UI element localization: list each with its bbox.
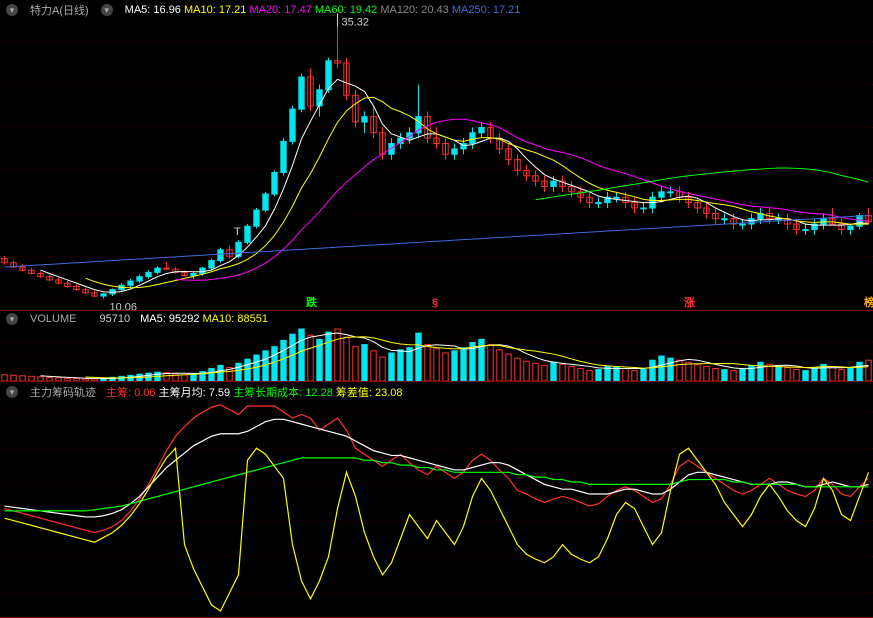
price-chart-svg[interactable]: 35.32 10.06 T 跌 § 涨 榜 [0,0,873,310]
stock-title: 特力A(日线) [30,2,89,18]
indicator-series-label: 主筹长期成本: 12.28 [233,387,333,399]
chevron-down-icon[interactable]: ▾ [101,4,113,16]
vol-ma-label: MA10: 88551 [203,313,268,325]
price-chart-panel[interactable]: ▾ 特力A(日线) ▾ MA5: 16.96 MA10: 17.21 MA20:… [0,0,873,311]
ma-label: MA120: 20.43 [380,4,449,16]
svg-text:T: T [234,226,241,238]
chevron-down-icon[interactable]: ▾ [6,386,18,398]
svg-text:§: § [432,297,438,309]
ma-label: MA5: 16.96 [125,4,181,16]
volume-panel[interactable]: ▾ VOLUME: 95710 MA5: 95292 MA10: 88551 [0,311,873,382]
ma-label: MA20: 17.47 [249,4,311,16]
price-header: ▾ 特力A(日线) ▾ MA5: 16.96 MA10: 17.21 MA20:… [4,2,520,18]
ma-label: MA60: 19.42 [315,4,377,16]
volume-header: ▾ VOLUME: 95710 MA5: 95292 MA10: 88551 [4,313,268,325]
svg-text:榜: 榜 [864,295,873,309]
svg-text:10.06: 10.06 [110,302,138,310]
ma-label: MA10: 17.21 [184,4,246,16]
chevron-down-icon[interactable]: ▾ [6,313,18,325]
indicator-chart-svg[interactable] [0,382,873,617]
vol-ma-label: MA5: 95292 [140,313,199,325]
svg-text:涨: 涨 [684,295,695,309]
ma-label: MA250: 17.21 [452,4,521,16]
svg-text:跌: 跌 [306,295,318,309]
indicator-header: ▾ 主力筹码轨迹 主筹: 0.06 主筹月均: 7.59 主筹长期成本: 12.… [4,384,403,400]
volume-label: VOLUME [30,313,76,325]
indicator-series-label: 主筹: 0.06 [106,387,156,399]
volume-value: 95710 [100,313,131,325]
svg-text:35.32: 35.32 [342,16,370,28]
indicator-series-label: 主筹月均: 7.59 [159,387,231,399]
indicator-series-label: 筹差值: 23.08 [336,387,403,399]
chevron-down-icon[interactable]: ▾ [6,4,18,16]
indicator-panel[interactable]: ▾ 主力筹码轨迹 主筹: 0.06 主筹月均: 7.59 主筹长期成本: 12.… [0,382,873,618]
indicator-title: 主力筹码轨迹 [30,384,96,400]
